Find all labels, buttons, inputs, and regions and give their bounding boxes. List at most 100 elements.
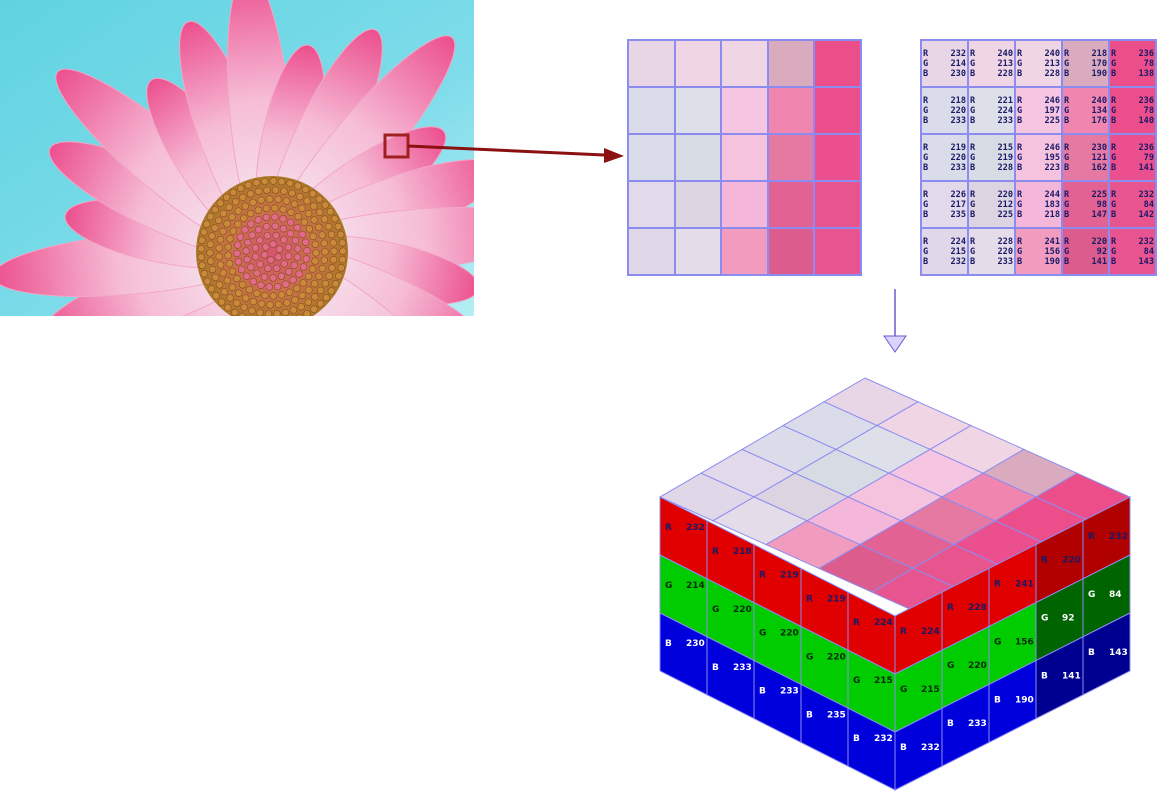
flower-seed [288, 189, 296, 198]
channel-value: 218 [950, 95, 966, 106]
channel-value: 190 [1044, 256, 1060, 267]
flower-seed [293, 284, 301, 292]
channel-line: B 230 [923, 69, 966, 79]
channel-letter: G [970, 246, 976, 257]
channel-line: B 233 [923, 163, 966, 173]
channel-letter: B [1064, 162, 1070, 173]
channel-value: 223 [1044, 162, 1060, 173]
channel-letter: R [1017, 142, 1023, 153]
flower-seed [296, 313, 303, 316]
channel-line: G 79 [1111, 153, 1154, 163]
cube-right-channel-letter: G [994, 637, 1001, 647]
channel-letter: B [923, 256, 929, 267]
flower-seed [302, 255, 310, 263]
cube-left-channel-value: 220 [733, 605, 752, 615]
cube-left-channel-value: 224 [874, 618, 893, 628]
channel-value: 176 [1091, 115, 1107, 126]
flower-seed [256, 236, 264, 244]
flower-seed [247, 220, 255, 228]
channel-line: R 220 [1064, 237, 1107, 247]
flower-seed [271, 186, 280, 194]
cube-right-channel-value: 190 [1015, 695, 1034, 705]
cube-right-channel-value: 232 [1109, 532, 1128, 542]
pixel-value-cell: R 246 G 195 B 223 [1015, 134, 1062, 181]
channel-line: R 232 [923, 49, 966, 59]
pixel-color-grid [627, 39, 862, 276]
flower-seed [228, 213, 236, 221]
cube-right-channel-letter: B [947, 719, 954, 729]
channel-line: R 228 [970, 237, 1013, 247]
cube-right-channel-letter: R [994, 579, 1001, 589]
flower-seed [226, 235, 234, 243]
channel-line: G 213 [1017, 59, 1060, 69]
flower-seed [277, 272, 286, 280]
flower-seed [246, 190, 255, 198]
flower-seed [321, 201, 329, 209]
channel-value: 232 [1138, 189, 1154, 200]
channel-value: 138 [1138, 68, 1154, 79]
flower-seed [310, 216, 318, 224]
channel-letter: R [1064, 236, 1070, 247]
flower-seed [320, 239, 328, 247]
flower-seed [267, 256, 275, 264]
cube-right-channel-value: 92 [1062, 614, 1075, 624]
flower-seed [245, 286, 254, 294]
channel-line: G 224 [970, 106, 1013, 116]
pixel-swatch [721, 40, 768, 87]
flower-seed [236, 233, 245, 241]
channel-letter: G [1064, 152, 1070, 163]
flower-seed [224, 303, 232, 312]
channel-letter: R [1064, 189, 1070, 200]
flower-seed [240, 303, 248, 312]
flower-seed [217, 298, 226, 306]
flower-seed [299, 279, 308, 287]
cube-right-channel-value: 143 [1109, 648, 1128, 658]
flower-seed [329, 239, 338, 247]
channel-line: B 142 [1111, 210, 1154, 220]
flower-seed [202, 220, 211, 228]
channel-letter: G [923, 105, 929, 116]
cube-right-channel-letter: B [1041, 672, 1048, 682]
flower-seed [328, 264, 336, 272]
flower-seed [233, 274, 241, 283]
channel-value: 79 [1143, 152, 1154, 163]
channel-line: R 236 [1111, 96, 1154, 106]
flower-seed [329, 255, 338, 264]
channel-letter: B [1111, 162, 1117, 173]
channel-line: B 138 [1111, 69, 1154, 79]
flower-seed [207, 285, 215, 293]
channel-value: 214 [950, 58, 966, 69]
channel-line: G 213 [970, 59, 1013, 69]
flower-seed [279, 215, 287, 223]
cube-right-b-cell [1082, 612, 1131, 696]
channel-line: B 225 [1017, 116, 1060, 126]
channel-letter: G [923, 199, 929, 210]
channel-line: G 78 [1111, 59, 1154, 69]
pixel-swatch [814, 40, 861, 87]
flower-seed [294, 182, 302, 190]
pixel-swatch [628, 40, 675, 87]
flower-seed [237, 265, 246, 274]
flower-seed [315, 195, 323, 203]
pixel-value-cell: R 232 G 214 B 230 [921, 40, 968, 87]
channel-letter: B [923, 115, 929, 126]
flower-seed [294, 212, 302, 221]
flower-seed [239, 193, 247, 202]
channel-line: R 225 [1064, 190, 1107, 200]
flower-seed [246, 209, 255, 218]
channel-value: 236 [1138, 95, 1154, 106]
channel-letter: B [970, 256, 976, 267]
flower-seed [262, 204, 271, 213]
channel-letter: G [1017, 105, 1023, 116]
flower-seed [301, 185, 310, 194]
channel-letter: B [1111, 209, 1117, 220]
flower-seed [326, 207, 335, 216]
flower-seed [320, 215, 329, 223]
channel-letter: G [923, 152, 929, 163]
channel-value: 221 [997, 95, 1013, 106]
flower-seed [311, 293, 319, 301]
channel-line: R 215 [970, 143, 1013, 153]
pixel-swatch [721, 228, 768, 275]
channel-value: 140 [1138, 115, 1154, 126]
